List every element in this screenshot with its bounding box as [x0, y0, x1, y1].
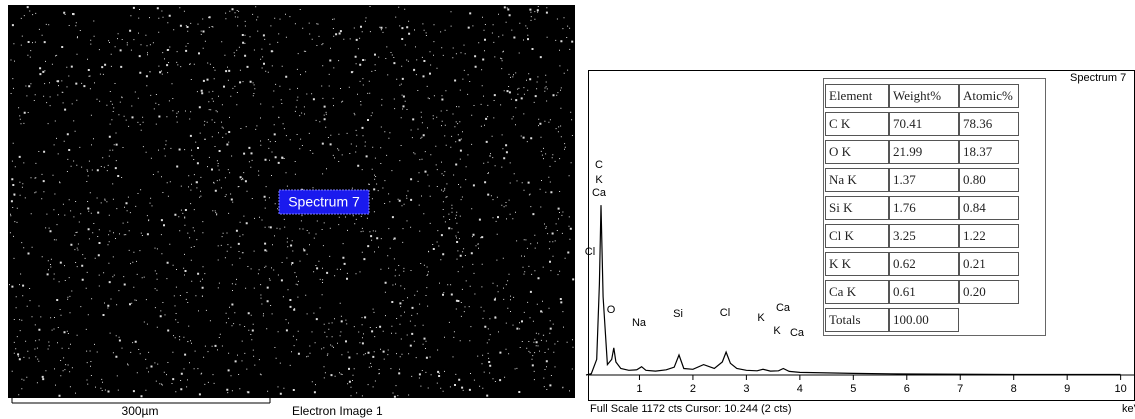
x-tick-label: 4 [797, 383, 803, 395]
table-cell: 0.61 [889, 280, 959, 304]
table-cell: 0.20 [959, 280, 1019, 304]
peak-label: C [595, 159, 603, 171]
table-cell: 70.41 [889, 112, 959, 136]
table-cell: Na K [825, 168, 889, 192]
table-row: Ca K 0.61 0.20 [825, 280, 1019, 304]
x-unit: keV [1122, 403, 1135, 415]
table-row: Na K 1.37 0.80 [825, 168, 1019, 192]
table-cell: 1.76 [889, 196, 959, 220]
x-tick-label: 8 [1011, 383, 1017, 395]
footer: Full Scale 1172 cts Cursor: 10.244 (2 ct… [590, 403, 792, 415]
peak-label: Ca [592, 187, 607, 199]
table-cell: 100.00 [889, 308, 959, 332]
peak-label: O [607, 304, 616, 316]
table-row: Cl K 3.25 1.22 [825, 224, 1019, 248]
x-tick-label: 9 [1064, 383, 1070, 395]
spectrum-title: Spectrum 7 [1070, 72, 1126, 84]
table-cell: Si K [825, 196, 889, 220]
x-tick-label: 3 [743, 383, 749, 395]
table-cell: 0.84 [959, 196, 1019, 220]
table-frame [823, 78, 1046, 336]
table-cell: 0.62 [889, 252, 959, 276]
image-caption: Electron Image 1 [292, 404, 383, 418]
peak-label: K [595, 174, 603, 186]
spot-marker[interactable] [278, 189, 370, 215]
peak-label: K [773, 325, 781, 337]
table-cell: Atomic% [959, 84, 1019, 108]
x-tick-label: 6 [904, 383, 910, 395]
table-row: O K 21.99 18.37 [825, 140, 1019, 164]
table-row: Si K 1.76 0.84 [825, 196, 1019, 220]
x-tick-label: 1 [636, 383, 642, 395]
table-cell: 3.25 [889, 224, 959, 248]
peak-label: Ca [776, 302, 791, 314]
scale-label: 300µm [122, 404, 159, 418]
x-tick-label: 2 [690, 383, 696, 395]
peak-label: Ca [790, 327, 805, 339]
table-row: C K 70.41 78.36 [825, 112, 1019, 136]
peak-label: Si [673, 308, 683, 320]
peak-label: Cl [585, 246, 595, 258]
x-tick-label: 10 [1115, 383, 1127, 395]
spectrum-line [585, 205, 1121, 376]
table-cell: 0.80 [959, 168, 1019, 192]
table-cell: 0.21 [959, 252, 1019, 276]
table-cell: 21.99 [889, 140, 959, 164]
table-cell: Weight% [889, 84, 959, 108]
peak-label: Na [632, 317, 647, 329]
table-cell: K K [825, 252, 889, 276]
x-tick-label: 7 [957, 383, 963, 395]
table-cell: C K [825, 112, 889, 136]
table-cell: O K [825, 140, 889, 164]
table-cell: 1.22 [959, 224, 1019, 248]
results-table: Element Weight% Atomic% C K 70.41 78.36 O K 21.… [825, 80, 1019, 336]
peak-label: K [757, 312, 765, 324]
peak-label: Cl [720, 307, 730, 319]
table-cell: 1.37 [889, 168, 959, 192]
x-tick-label: 5 [850, 383, 856, 395]
table-cell: 18.37 [959, 140, 1019, 164]
table-totals: Totals 100.00 [825, 308, 1019, 332]
table-cell: Totals [825, 308, 889, 332]
table-cell: Element [825, 84, 889, 108]
table-cell: Ca K [825, 280, 889, 304]
table-cell: 78.36 [959, 112, 1019, 136]
table-row: K K 0.62 0.21 [825, 252, 1019, 276]
table-cell: Cl K [825, 224, 889, 248]
spot-label: Spectrum 7 [288, 194, 360, 210]
table-header: Element Weight% Atomic% [825, 84, 1019, 108]
